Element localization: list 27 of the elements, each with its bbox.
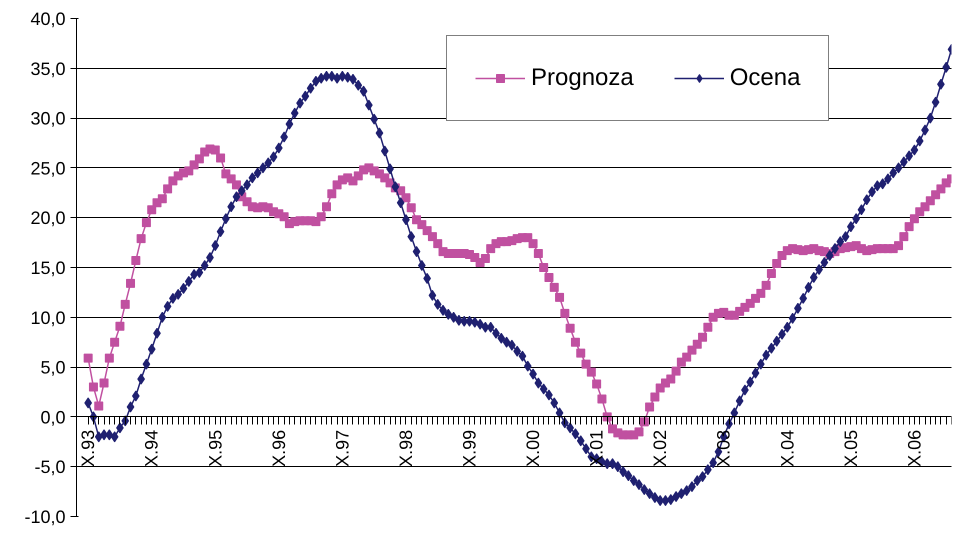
x-tick-label: X.04 [777,430,798,467]
y-tick-label: 35,0 [30,58,66,79]
x-tick-label: X.97 [332,430,352,467]
x-tick-label: X.06 [904,430,924,467]
x-tick-label: X.98 [396,430,416,467]
x-tick-label: X.93 [78,430,98,467]
y-tick-label: 40,0 [30,9,66,29]
x-tick-label: X.01 [586,430,607,467]
legend-label: Prognoza [531,64,634,92]
y-tick-label: -10,0 [24,507,66,527]
x-tick-label: X.95 [205,430,226,467]
x-tick-label: X.00 [523,430,544,467]
y-tick-label: 10,0 [30,308,66,328]
x-tick-label: X.02 [650,430,670,467]
y-tick-label: 30,0 [30,108,66,129]
y-tick-label: -5,0 [34,457,66,478]
y-tick-label: 15,0 [30,258,66,278]
x-tick-label: X.96 [268,430,289,467]
x-tick-label: X.99 [460,430,480,467]
legend-label: Ocena [730,64,800,92]
x-tick-label: X.03 [714,430,734,467]
y-tick-label: 5,0 [40,358,66,378]
y-tick-label: 0,0 [40,407,66,428]
y-tick-label: 20,0 [30,208,66,228]
x-tick-label: X.05 [840,430,861,467]
x-tick-label: X.94 [142,430,162,467]
y-tick-label: 25,0 [30,158,66,178]
